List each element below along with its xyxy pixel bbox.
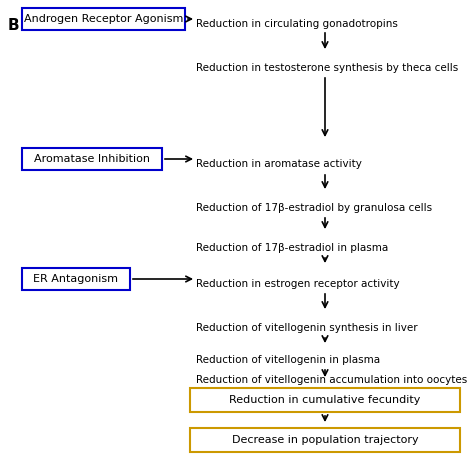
Bar (22, 8, 185, 30)
Text: Reduction in cumulative fecundity: Reduction in cumulative fecundity (229, 395, 421, 405)
Text: Reduction of vitellogenin in plasma: Reduction of vitellogenin in plasma (196, 355, 380, 365)
Text: ER Antagonism: ER Antagonism (34, 274, 118, 284)
Text: Reduction of 17β-estradiol in plasma: Reduction of 17β-estradiol in plasma (196, 243, 388, 253)
Bar (190, 388, 460, 412)
Text: Reduction in circulating gonadotropins: Reduction in circulating gonadotropins (196, 19, 398, 29)
Text: Reduction in testosterone synthesis by theca cells: Reduction in testosterone synthesis by t… (196, 63, 458, 73)
Text: Decrease in population trajectory: Decrease in population trajectory (232, 435, 419, 445)
Text: Reduction of vitellogenin synthesis in liver: Reduction of vitellogenin synthesis in l… (196, 323, 418, 333)
Text: Androgen Receptor Agonism: Androgen Receptor Agonism (24, 14, 183, 24)
Text: Reduction in aromatase activity: Reduction in aromatase activity (196, 159, 362, 169)
Text: Reduction of 17β-estradiol by granulosa cells: Reduction of 17β-estradiol by granulosa … (196, 203, 432, 213)
Bar (190, 428, 460, 452)
Bar (22, 148, 162, 170)
Text: Reduction in estrogen receptor activity: Reduction in estrogen receptor activity (196, 279, 400, 289)
Text: Reduction of vitellogenin accumulation into oocytes: Reduction of vitellogenin accumulation i… (196, 375, 467, 385)
Bar (22, 268, 130, 290)
Text: Aromatase Inhibition: Aromatase Inhibition (34, 154, 150, 164)
Text: B: B (8, 18, 19, 33)
